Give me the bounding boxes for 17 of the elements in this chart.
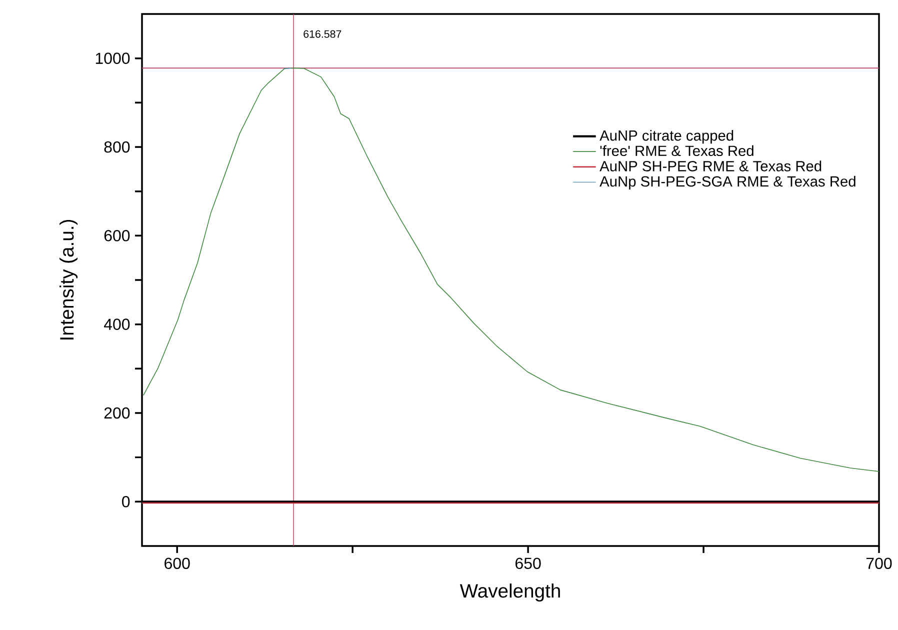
y-tick-label: 800: [104, 141, 130, 153]
x-tick-label: 600: [164, 558, 190, 570]
legend-label: AuNP citrate capped: [600, 130, 734, 144]
legend-label: AuNp SH-PEG-SGA RME & Texas Red: [600, 176, 856, 190]
y-tick-label: 0: [122, 496, 130, 508]
legend-label: 'free' RME & Texas Red: [600, 145, 754, 156]
y-tick-label: 600: [104, 230, 130, 242]
y-tick-label: 1000: [96, 52, 130, 64]
legend-label: AuNP SH-PEG RME & Texas Red: [600, 160, 822, 172]
x-axis-title: Wavelength: [460, 584, 560, 602]
y-tick-label: 200: [104, 407, 130, 419]
x-tick-label: 650: [516, 558, 541, 570]
y-tick-label: 400: [104, 318, 130, 330]
y-axis-title: Intensity (a.u.): [60, 220, 78, 340]
x-tick-label: 700: [866, 558, 892, 570]
ref-line-label: 616.587: [304, 30, 342, 38]
line-series: [143, 68, 880, 472]
